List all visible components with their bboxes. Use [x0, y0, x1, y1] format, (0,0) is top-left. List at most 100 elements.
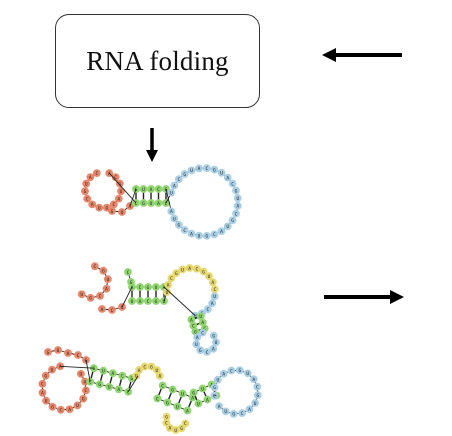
- stem-nucleotide-letter: A: [190, 317, 193, 323]
- stem-nucleotide-letter: G: [98, 382, 101, 388]
- loop-nucleotide: [213, 375, 222, 384]
- nucleotide-letter: A: [129, 204, 132, 210]
- loop-nucleotide-letter: G: [213, 385, 216, 391]
- nucleotide-letter: A: [138, 368, 141, 374]
- stem-nucleotide-letter: U: [201, 386, 204, 392]
- loop-nucleotide: [249, 375, 258, 383]
- stem-nucleotide: [139, 199, 148, 207]
- nucleotide-letter: A: [89, 175, 92, 181]
- stem-nucleotide-letter: A: [139, 299, 142, 305]
- structure-2: CGUACGUACGUACGUACGUACGUACGUACGUACGUACGUA…: [77, 262, 220, 356]
- input-arrow-head: [322, 48, 336, 62]
- loop-nucleotide-letter: U: [254, 401, 257, 407]
- stem-nucleotide-letter: U: [108, 385, 111, 391]
- backbone: [108, 172, 137, 204]
- stem-nucleotide-letter: C: [161, 383, 164, 389]
- stem-nucleotide-letter: U: [155, 285, 158, 291]
- nucleotide-letter: G: [111, 209, 114, 215]
- nucleotide-letter: G: [47, 350, 50, 356]
- nucleotide: [81, 187, 89, 196]
- loop-nucleotide: [235, 366, 244, 375]
- loop-nucleotide-letter: G: [177, 223, 180, 229]
- nucleotide: [41, 371, 50, 380]
- nucleotide: [77, 369, 85, 378]
- loop-nucleotide: [164, 280, 172, 289]
- loop-nucleotide-letter: C: [241, 411, 244, 417]
- loop-nucleotide-letter: A: [211, 301, 214, 307]
- loop-nucleotide: [217, 168, 226, 177]
- nucleotide-letter: C: [86, 196, 89, 202]
- loop-nucleotide: [229, 409, 238, 418]
- nucleotide: [38, 388, 47, 397]
- stem-nucleotide-letter: U: [176, 404, 179, 410]
- loop-nucleotide: [215, 402, 223, 410]
- loop-nucleotide-letter: U: [213, 294, 216, 300]
- loop-nucleotide-letter: U: [190, 168, 193, 174]
- loop-nucleotide: [167, 207, 176, 216]
- loop-nucleotide: [232, 186, 240, 195]
- nucleotide-letter: C: [114, 175, 117, 181]
- nucleotide: [96, 291, 104, 300]
- nucleotide: [114, 194, 123, 203]
- loop-nucleotide-letter: G: [212, 333, 215, 339]
- loop-nucleotide: [221, 407, 230, 416]
- loop-nucleotide: [219, 369, 228, 378]
- loop-nucleotide: [253, 382, 262, 391]
- nucleotide-letter: A: [158, 374, 161, 380]
- loop-nucleotide: [199, 267, 208, 276]
- loop-nucleotide: [212, 338, 220, 347]
- loop-nucleotide-letter: A: [188, 266, 191, 272]
- stem-nucleotide-letter: U: [181, 391, 184, 397]
- loop-nucleotide-letter: G: [205, 234, 208, 240]
- loop-nucleotide-letter: A: [170, 209, 173, 215]
- loop-nucleotide-letter: C: [170, 276, 173, 282]
- nucleotide-letter: G: [150, 364, 153, 370]
- loop-nucleotide-letter: C: [183, 228, 186, 234]
- loop-nucleotide-letter: C: [235, 211, 238, 217]
- loop-nucleotide: [202, 164, 211, 172]
- nucleotide: [155, 371, 164, 380]
- loop-nucleotide-letter: U: [216, 378, 219, 384]
- loop-nucleotide: [205, 272, 213, 280]
- loop-nucleotide-letter: A: [198, 166, 201, 172]
- nucleotide: [108, 207, 116, 215]
- loop-nucleotide-letter: G: [256, 393, 259, 399]
- loop-nucleotide: [180, 170, 189, 178]
- nucleotide-letter: C: [111, 308, 114, 314]
- loop-nucleotide: [187, 166, 196, 175]
- loop-nucleotide: [167, 274, 176, 283]
- stem-nucleotide-letter: A: [163, 285, 166, 291]
- nucleotide-letter: A: [41, 391, 44, 397]
- nucleotide-letter: A: [59, 364, 62, 370]
- stem-nucleotide-letter: U: [150, 201, 153, 207]
- loop-nucleotide-letter: U: [215, 340, 218, 346]
- loop-nucleotide-letter: U: [194, 313, 197, 319]
- nucleotide-letter: A: [105, 287, 108, 293]
- nucleotide-letter: U: [85, 181, 88, 187]
- nucleotide-letter: G: [84, 189, 87, 195]
- loop-nucleotide: [227, 366, 236, 375]
- stem-nucleotide-letter: C: [147, 299, 150, 305]
- loop-nucleotide-letter: U: [246, 371, 249, 377]
- loop-nucleotide-letter: G: [232, 412, 235, 418]
- loop-nucleotide: [187, 229, 196, 238]
- nucleotide: [73, 401, 82, 410]
- stem-nucleotide-letter: C: [135, 201, 138, 207]
- loop-nucleotide-letter: U: [166, 290, 169, 296]
- stem-nucleotide-letter: U: [197, 401, 200, 407]
- nucleotide-letter: A: [168, 426, 171, 432]
- loop-nucleotide: [232, 209, 240, 218]
- backbone: [129, 188, 137, 207]
- stem-nucleotide: [154, 185, 163, 193]
- loop-nucleotide-letter: A: [196, 335, 199, 341]
- loop-nucleotide: [251, 399, 259, 407]
- loop-nucleotide-letter: A: [236, 204, 239, 210]
- nucleotide-letter: A: [84, 379, 87, 385]
- stem-nucleotide: [128, 297, 136, 305]
- nucleotide-letter: C: [165, 421, 168, 427]
- loop-nucleotide-letter: C: [213, 287, 216, 293]
- loop-nucleotide: [253, 391, 262, 399]
- loop-nucleotide-letter: U: [195, 342, 198, 348]
